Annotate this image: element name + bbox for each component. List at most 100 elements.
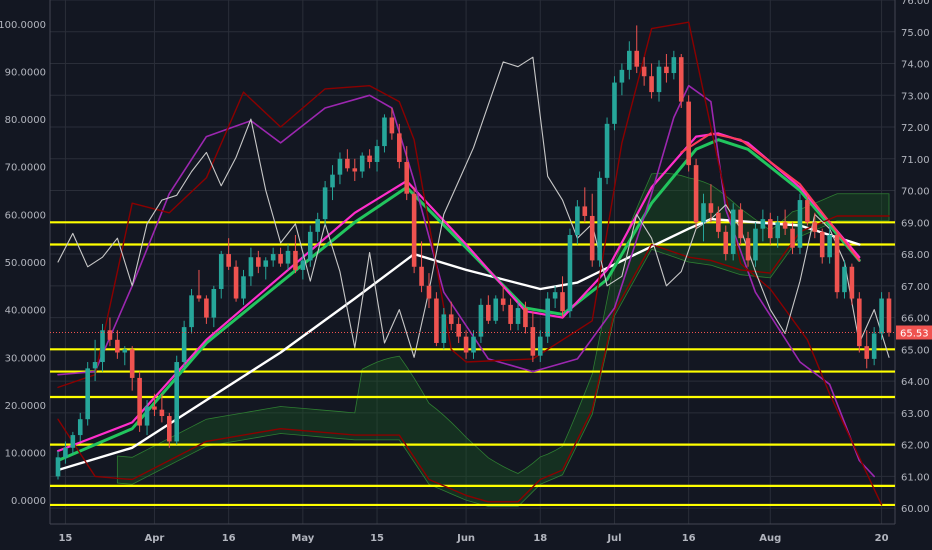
last-price-tag: 65.53 (896, 325, 932, 340)
time-tick-label: 15 (370, 533, 384, 544)
candle-body (144, 406, 150, 426)
candle-body (115, 339, 120, 353)
candle-body (85, 368, 90, 420)
right-tick-label: 68.00 (901, 250, 930, 261)
candle-body (493, 298, 499, 321)
candle-body (166, 416, 172, 442)
candle-body (152, 406, 157, 410)
time-tick-label: Apr (145, 533, 165, 544)
candle-body (337, 158, 343, 175)
right-tick-label: 73.00 (901, 91, 930, 102)
candle-body (745, 238, 751, 261)
candle-body (842, 266, 847, 293)
candle-body (345, 158, 350, 169)
oscillator-line (57, 56, 890, 358)
candle-body (426, 285, 432, 299)
candle-body (582, 206, 588, 216)
candle-body (664, 66, 669, 74)
candle-body (500, 298, 506, 305)
candle-body (515, 308, 521, 324)
left-axis: 100.0000 90.0000 80.0000 70.0000 60.0000 50.0… (0, 20, 46, 507)
candle-body (241, 276, 246, 299)
left-tick-label: 60.0000 (5, 210, 46, 221)
ichimoku-cloud (116, 172, 890, 507)
candle-body (678, 57, 684, 102)
left-tick-label: 50.0000 (5, 258, 46, 269)
candle-body (389, 117, 395, 134)
candle-body (233, 266, 239, 299)
candle-body (448, 314, 454, 324)
candle-body (204, 298, 209, 318)
candle-body (575, 206, 580, 236)
candle-body (612, 82, 617, 124)
candle-body (293, 250, 298, 270)
candle-body (723, 231, 729, 255)
candle-body (879, 298, 884, 334)
right-tick-label: 74.00 (901, 60, 930, 71)
candle-body (552, 292, 558, 299)
candle-body (656, 66, 662, 93)
candle-body (137, 377, 142, 426)
candle-body (708, 203, 714, 213)
candle-body (278, 254, 283, 264)
right-axis: 76.00 75.00 74.00 73.00 72.00 71.00 70.00 69.00… (901, 0, 930, 515)
left-tick-label: 10.0000 (5, 449, 46, 460)
right-tick-label: 71.00 (901, 155, 930, 166)
ema-red-line (680, 132, 861, 262)
candle-body (819, 231, 825, 258)
candle-body (812, 222, 818, 232)
candle-body (871, 333, 877, 359)
candle-body (382, 117, 387, 147)
left-tick-label: 70.0000 (5, 163, 46, 174)
candle-body (537, 336, 543, 356)
candle-body (196, 295, 202, 299)
candles (55, 25, 892, 480)
candle-body (857, 298, 862, 347)
candle-body (330, 174, 335, 188)
candle-body (226, 254, 231, 267)
right-tick-label: 66.00 (901, 314, 930, 325)
candle-body (686, 101, 691, 166)
bb-upper-line (57, 84, 876, 478)
candle-body (404, 161, 410, 194)
candle-body (63, 447, 68, 458)
left-tick-label: 0.0000 (11, 496, 46, 507)
candle-body (159, 409, 165, 417)
time-tick-label: May (291, 533, 314, 544)
candle-body (508, 304, 513, 324)
right-tick-label: 70.00 (901, 187, 930, 198)
candle-body (270, 254, 276, 261)
candle-body (767, 219, 773, 239)
cloud-area (116, 172, 890, 507)
candle-body (478, 304, 484, 337)
left-tick-label: 100.0000 (0, 20, 46, 31)
time-tick-label: 18 (533, 533, 547, 544)
candle-body (434, 298, 439, 343)
candle-body (411, 193, 417, 267)
left-tick-label: 40.0000 (5, 306, 46, 317)
candle-body (619, 69, 625, 83)
right-tick-label: 72.00 (901, 123, 930, 134)
candle-body (782, 222, 788, 229)
time-tick-label: 20 (875, 533, 889, 544)
last-price-label: 65.53 (900, 329, 929, 340)
candle-body (790, 228, 795, 248)
right-tick-label: 61.00 (901, 472, 930, 483)
last-price-tag-bg (896, 325, 932, 340)
time-tick-label: Aug (759, 533, 781, 544)
candle-body (419, 266, 424, 286)
candle-body (122, 349, 128, 353)
right-tick-label: 67.00 (901, 282, 930, 293)
candle-body (285, 250, 291, 264)
candle-body (849, 266, 855, 299)
candle-body (597, 177, 602, 261)
candle-body (641, 66, 647, 77)
candle-body (560, 292, 565, 312)
candle-body (701, 203, 706, 223)
candle-body (359, 155, 365, 172)
candle-body (471, 336, 476, 353)
candle-body (834, 235, 840, 293)
candle-body (463, 336, 469, 353)
left-tick-label: 80.0000 (5, 115, 46, 126)
